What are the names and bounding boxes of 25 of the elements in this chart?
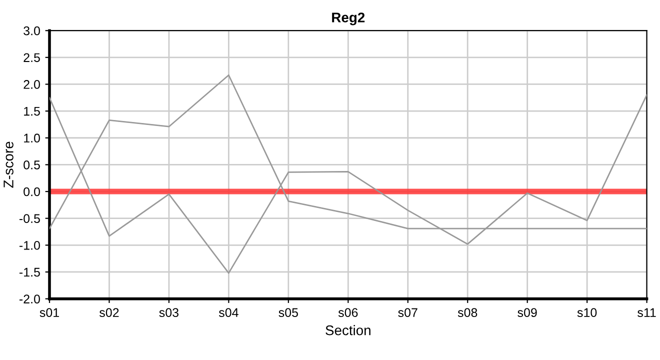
x-tick-label: s09 [518,308,537,318]
y-tick-label: -2.0 [19,294,40,304]
x-tick-label: s04 [218,308,238,318]
x-tick-label: s08 [458,308,478,318]
chart-title: Reg2 [332,12,365,26]
y-axis-title: Z-score [4,142,14,188]
y-tick-label: 3.0 [24,26,40,36]
y-tick-label: 0.5 [24,160,40,170]
x-tick-label: s01 [40,308,59,318]
x-axis-title: Section [326,325,370,336]
y-tick-label: -0.5 [19,214,40,223]
x-tick-label: s03 [159,308,178,318]
x-tick-label: s10 [577,308,597,318]
x-tick-label: s02 [100,308,119,318]
y-tick-label: 0.0 [24,187,40,196]
y-tick-label: 2.5 [24,53,40,62]
x-tick-label: s05 [278,308,298,318]
y-tick-label: 1.0 [24,134,40,143]
x-tick-label: s07 [398,308,418,318]
x-tick-label: s11 [638,308,656,318]
y-tick-label: -1.5 [19,268,40,277]
y-tick-label: -1.0 [19,240,40,250]
y-tick-label: 2.0 [24,80,40,89]
y-tick-label: 1.5 [24,106,40,116]
x-tick-label: s06 [338,308,358,318]
